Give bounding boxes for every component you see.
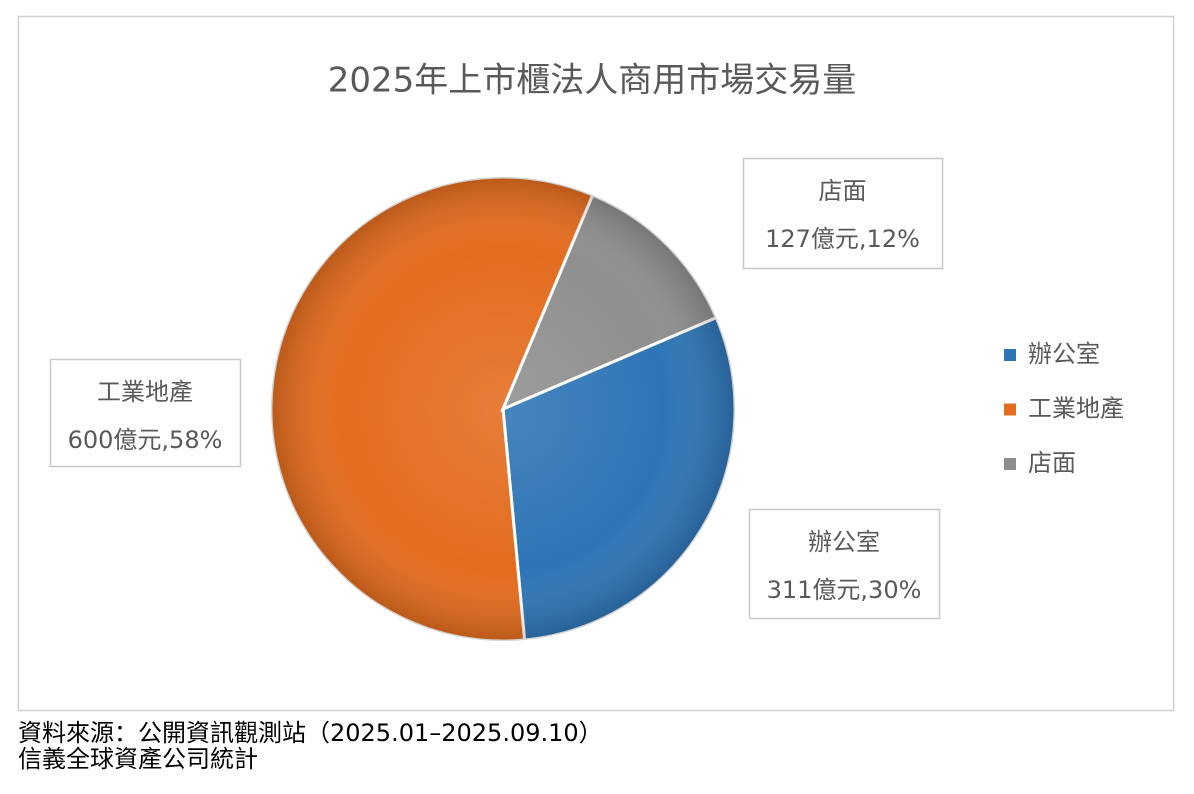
data-label-box — [742, 157, 944, 270]
legend-label: 店面 — [1028, 449, 1076, 477]
data-label-box — [49, 358, 242, 468]
legend-swatch — [1004, 403, 1016, 416]
data-label-value: 311億元,30% — [767, 576, 922, 604]
source-note: 資料來源：公開資訊觀測站（2025.01–2025.09.10） — [18, 719, 603, 747]
data-label-value: 600億元,58% — [68, 426, 223, 454]
legend-swatch — [1004, 458, 1016, 470]
data-label-box — [748, 508, 941, 620]
data-label-category: 店面 — [819, 177, 867, 205]
data-label-category: 工業地產 — [97, 378, 193, 406]
source-note: 信義全球資產公司統計 — [18, 745, 258, 773]
legend-label: 辦公室 — [1028, 340, 1100, 368]
chart-title: 2025年上市櫃法人商用市場交易量 — [328, 61, 857, 101]
data-label-value: 127億元,12% — [765, 225, 920, 253]
data-label-category: 辦公室 — [808, 528, 880, 556]
legend-swatch — [1004, 349, 1016, 361]
legend-label: 工業地產 — [1028, 395, 1124, 423]
